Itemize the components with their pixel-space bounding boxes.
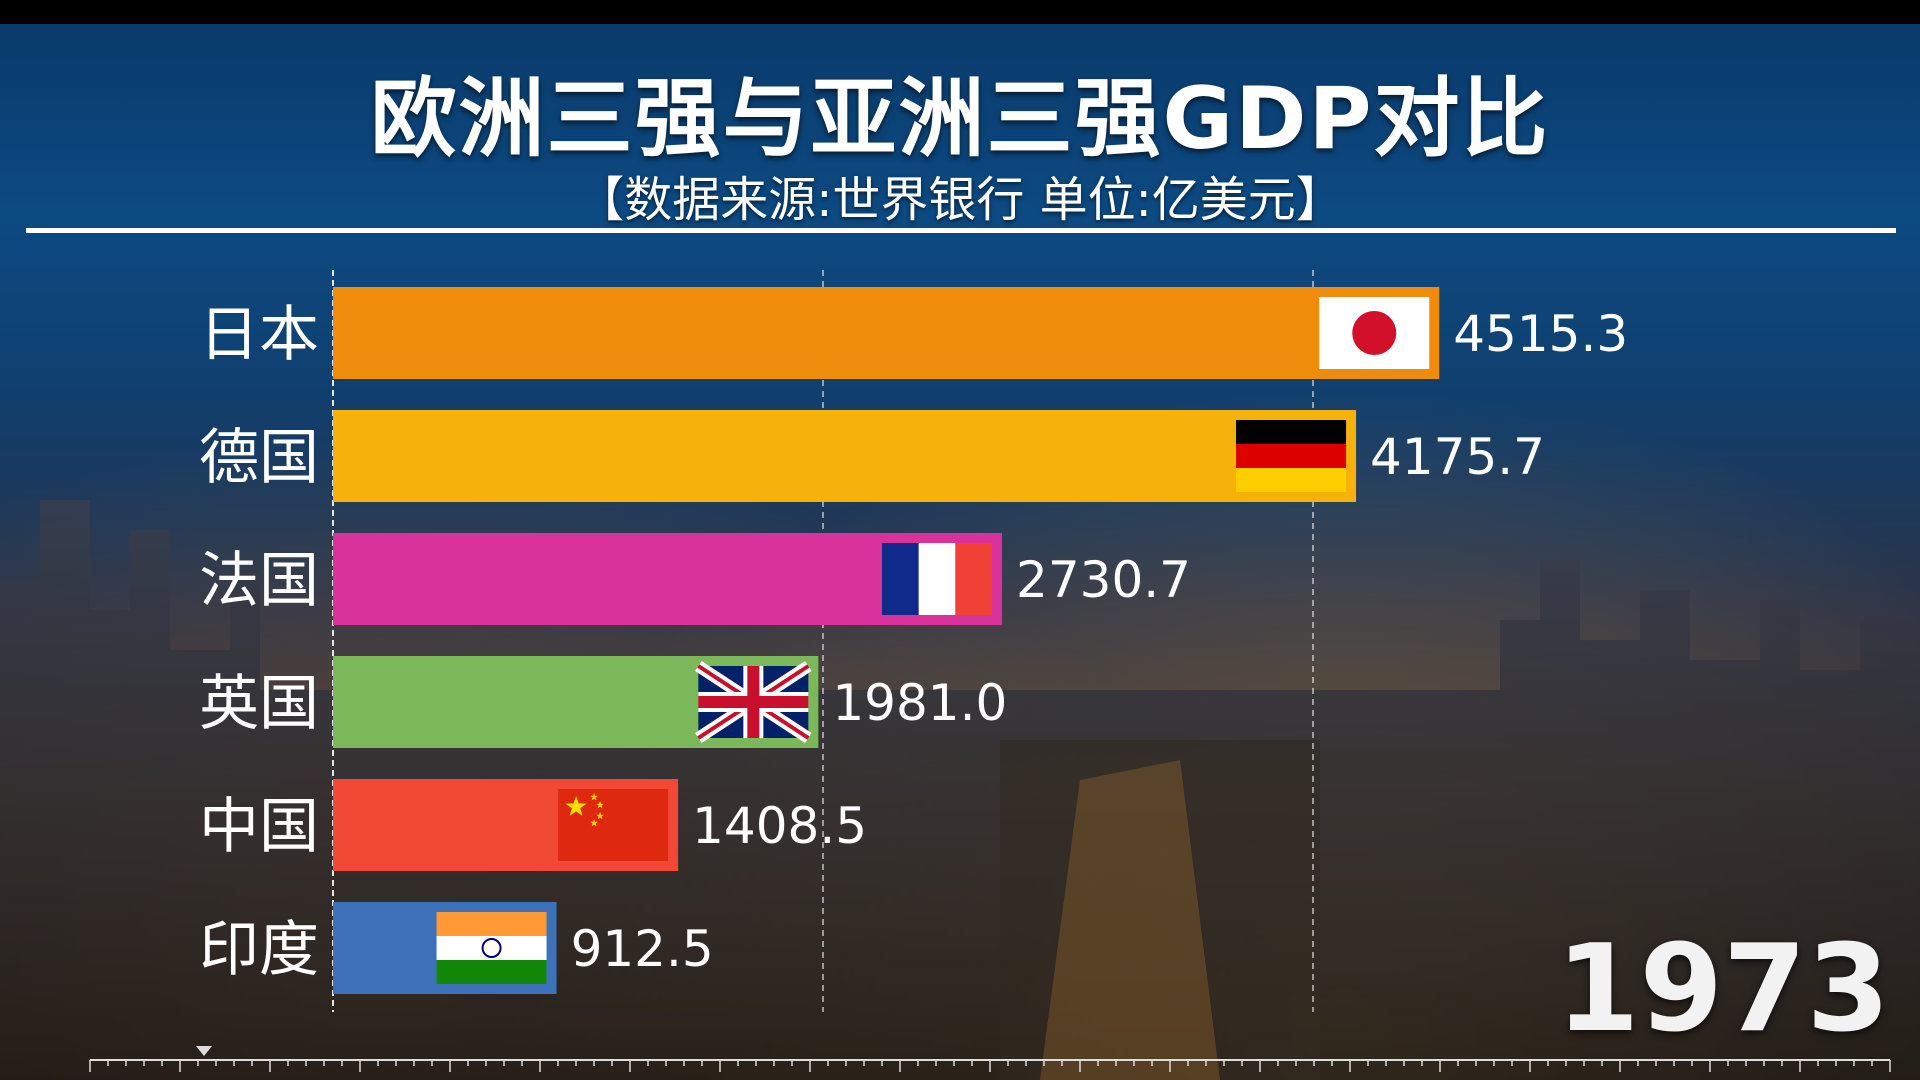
germany-flag-icon (1236, 420, 1347, 492)
year-counter: 1973 (1556, 920, 1890, 1059)
china-flag-icon (558, 789, 669, 861)
value-label: 1981.0 (832, 674, 1007, 732)
india-flag-icon (436, 912, 547, 984)
value-label: 912.5 (571, 920, 714, 978)
bar (333, 287, 1440, 379)
category-label: 印度 (199, 915, 319, 985)
bar-group-3: 英国 1981.0 (199, 656, 1007, 748)
value-label: 4515.3 (1453, 305, 1628, 363)
value-label: 2730.7 (1016, 551, 1191, 609)
category-label: 日本 (199, 300, 319, 370)
chart-subtitle: 【数据来源:世界银行 单位:亿美元】 (576, 172, 1344, 228)
uk-flag-icon (695, 660, 812, 744)
category-label: 英国 (199, 669, 319, 739)
japan-flag-icon (1319, 297, 1430, 369)
france-flag-icon (882, 543, 993, 615)
title-divider (26, 228, 1896, 233)
value-label: 1408.5 (692, 797, 867, 855)
bar-group-1: 德国 4175.7 (199, 410, 1545, 502)
bar-group-5: 印度 912.5 (199, 902, 714, 994)
bar-group-0: 日本 4515.3 (199, 287, 1628, 379)
top-black-bar (0, 0, 1920, 24)
value-label: 4175.7 (1370, 428, 1545, 486)
category-label: 中国 (199, 792, 319, 862)
timeline-marker-icon (196, 1046, 212, 1056)
chart-title: 欧洲三强与亚洲三强GDP对比 (370, 69, 1550, 169)
category-label: 德国 (199, 423, 319, 493)
bar-group-2: 法国 2730.7 (199, 533, 1191, 625)
bar-group-4: 中国 1408.5 (199, 779, 867, 871)
bar (333, 410, 1357, 502)
category-label: 法国 (199, 546, 319, 616)
